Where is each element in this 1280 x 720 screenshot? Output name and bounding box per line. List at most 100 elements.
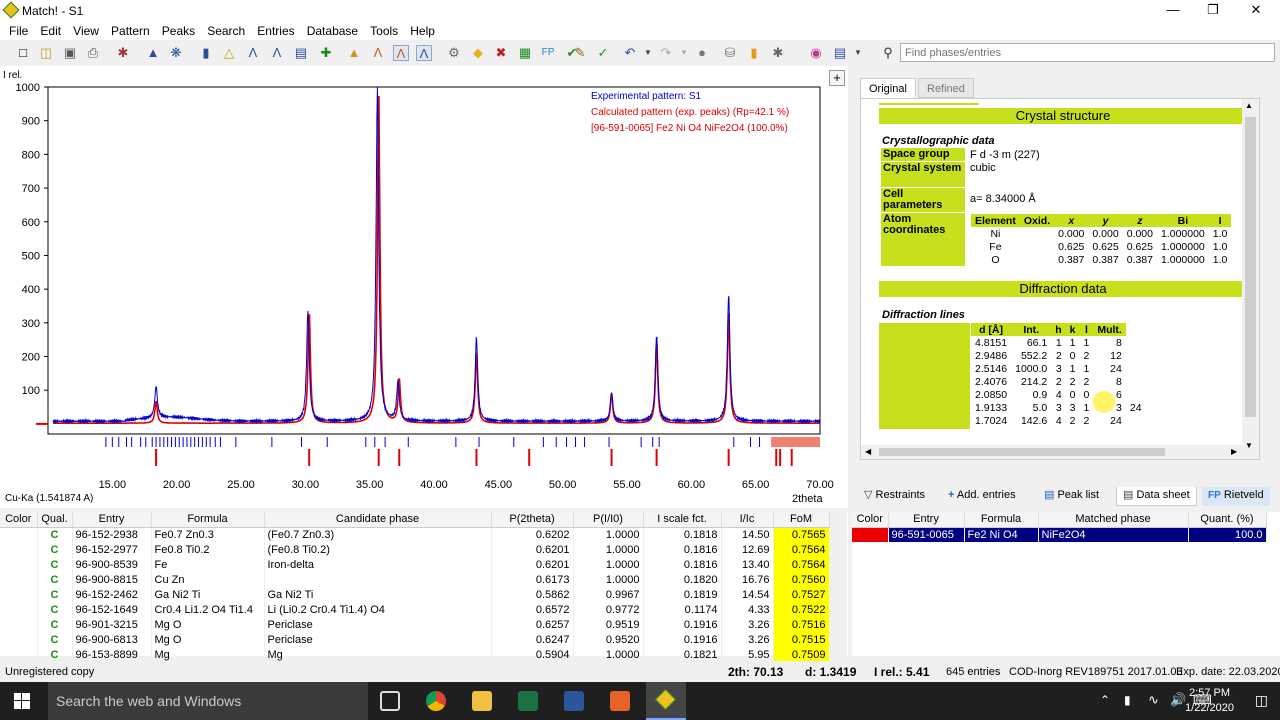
new-file-icon[interactable]: □ bbox=[19, 45, 27, 60]
search-peak-icon[interactable]: ▲ bbox=[347, 45, 361, 60]
candidate-row[interactable]: C 96-900-8539 Fe Iron-delta 0.6201 1.0000 0.18… bbox=[0, 557, 830, 572]
bars-edit-icon[interactable]: △ bbox=[224, 45, 234, 60]
chart-options-dropdown-icon[interactable]: ▼ bbox=[854, 48, 862, 57]
tab-data-sheet[interactable]: ▤ Data sheet bbox=[1116, 487, 1197, 506]
candidate-header-cell[interactable]: P(2theta) bbox=[491, 512, 574, 528]
lock-icon[interactable]: ▮ bbox=[750, 45, 758, 60]
file-explorer-icon[interactable] bbox=[472, 691, 492, 711]
report-icon[interactable]: ✎ bbox=[574, 45, 586, 60]
accept-icon[interactable]: ✓ bbox=[597, 45, 609, 60]
match-mode-icon[interactable]: Λ bbox=[393, 45, 409, 61]
volume-icon[interactable]: 🔊 bbox=[1170, 692, 1187, 707]
diamond-icon[interactable]: ◆ bbox=[473, 45, 483, 60]
horizontal-scroll-thumb[interactable] bbox=[879, 448, 1165, 456]
scroll-left-icon[interactable]: ◀ bbox=[865, 447, 872, 456]
print-icon[interactable]: ⎙ bbox=[87, 45, 99, 60]
record-icon[interactable]: ● bbox=[698, 45, 706, 60]
diffraction-chart[interactable]: 100 200 300 400 500 600 700 800 900 1000 15.00 20.0… bbox=[0, 66, 848, 508]
chart-options-icon[interactable]: ▤ bbox=[833, 45, 847, 60]
peak-search-icon[interactable]: ❋ bbox=[170, 45, 182, 60]
candidate-row[interactable]: C 96-900-6813 Mg O Periclase 0.6247 0.9520 0.1… bbox=[0, 632, 830, 647]
word-icon[interactable] bbox=[564, 691, 584, 711]
menu-file[interactable]: File bbox=[9, 24, 29, 38]
close-button[interactable]: ✕ bbox=[1250, 2, 1262, 17]
candidate-header-cell[interactable]: Qual. bbox=[37, 512, 73, 528]
redo-dropdown-icon[interactable]: ▼ bbox=[680, 48, 688, 57]
scroll-up-icon[interactable]: ▲ bbox=[1245, 101, 1253, 110]
notifications-icon[interactable]: ◫ bbox=[1254, 692, 1268, 708]
keyboard-icon[interactable]: ⌨ bbox=[1193, 692, 1212, 707]
scroll-right-icon[interactable]: ▶ bbox=[1231, 447, 1238, 456]
candidate-header-cell[interactable]: I/Ic bbox=[721, 512, 774, 528]
candidate-header-cell[interactable]: FoM bbox=[773, 512, 830, 528]
open-folder-icon[interactable]: ◫ bbox=[39, 45, 53, 60]
tools-icon[interactable]: ✱ bbox=[117, 45, 129, 60]
database-icon[interactable]: ⛁ bbox=[724, 45, 736, 60]
add-peak-icon[interactable]: ✚ bbox=[320, 45, 332, 60]
chrome-icon[interactable] bbox=[426, 691, 446, 711]
tab-original[interactable]: Original bbox=[860, 78, 916, 98]
candidate-header-cell[interactable]: I scale fct. bbox=[643, 512, 722, 528]
candidate-row[interactable]: C 96-152-1649 Cr0.4 Li1.2 O4 Ti1.4 Li (Li0.… bbox=[0, 602, 830, 617]
bars-icon[interactable]: ▮ bbox=[202, 45, 210, 60]
restore-button[interactable]: ❐ bbox=[1207, 2, 1219, 17]
candidate-header-cell[interactable]: P(I/I0) bbox=[573, 512, 644, 528]
menu-peaks[interactable]: Peaks bbox=[161, 24, 196, 38]
menu-edit[interactable]: Edit bbox=[40, 24, 62, 38]
candidate-header-cell[interactable]: Candidate phase bbox=[264, 512, 492, 528]
matched-header-cell[interactable]: Color bbox=[852, 512, 889, 528]
settings-gear-icon[interactable]: ⚙ bbox=[448, 45, 460, 60]
profile-add-icon[interactable]: Λ bbox=[272, 45, 282, 60]
menu-tools[interactable]: Tools bbox=[370, 24, 399, 38]
battery-icon[interactable]: ▮ bbox=[1124, 693, 1131, 707]
candidate-header-cell[interactable]: Color bbox=[0, 512, 38, 528]
candidate-header-cell[interactable]: Formula bbox=[151, 512, 265, 528]
candidate-row[interactable]: C 96-152-2462 Ga Ni2 Ti Ga Ni2 Ti 0.5862 0.99… bbox=[0, 587, 830, 602]
match-mode-2-icon[interactable]: Λ bbox=[416, 45, 432, 61]
wrench-icon[interactable]: ✱ bbox=[772, 45, 784, 60]
matched-row[interactable]: 96-591-0065 Fe2 Ni O4 NiFe2O4 100.0 bbox=[852, 527, 1267, 542]
horizontal-scrollbar[interactable]: ◀ ▶ bbox=[861, 445, 1244, 459]
candidate-header-cell[interactable]: Entry bbox=[72, 512, 152, 528]
menu-help[interactable]: Help bbox=[410, 24, 435, 38]
tab-rietveld[interactable]: FP Rietveld bbox=[1202, 487, 1270, 506]
pattern-chart-panel[interactable]: 100 200 300 400 500 600 700 800 900 1000 15.00 20.0… bbox=[0, 66, 848, 508]
color-palette-icon[interactable]: ◉ bbox=[810, 45, 822, 60]
taskbar-search-box[interactable]: Search the web and Windows bbox=[48, 682, 368, 720]
remove-entry-icon[interactable]: ✖ bbox=[495, 45, 507, 60]
redo-icon[interactable]: ↷ bbox=[660, 45, 672, 60]
matched-header-cell[interactable]: Quant. (%) bbox=[1188, 512, 1267, 528]
search-match-icon[interactable]: Λ bbox=[373, 45, 383, 60]
tab-add-entries[interactable]: + Add. entries bbox=[942, 487, 1022, 506]
task-view-icon[interactable] bbox=[380, 691, 400, 711]
tab-restraints[interactable]: ▽ Restraints bbox=[858, 487, 931, 506]
windows-start-icon[interactable] bbox=[14, 693, 30, 709]
menu-entries[interactable]: Entries bbox=[257, 24, 295, 38]
match-taskbar-button[interactable] bbox=[646, 682, 686, 720]
fp-icon[interactable]: FP bbox=[541, 47, 555, 58]
vertical-scrollbar[interactable]: ▲ ▼ bbox=[1242, 99, 1259, 459]
matched-header-cell[interactable]: Matched phase bbox=[1038, 512, 1189, 528]
candidate-row[interactable]: C 96-153-8899 Mg Mg 0.5904 1.0000 0.1821 5.95 0.… bbox=[0, 647, 830, 662]
candidate-scrollbar[interactable] bbox=[830, 512, 847, 656]
menu-pattern[interactable]: Pattern bbox=[111, 24, 150, 38]
menu-database[interactable]: Database bbox=[306, 24, 359, 38]
scroll-down-icon[interactable]: ▼ bbox=[1245, 441, 1253, 450]
vertical-scroll-thumb[interactable] bbox=[1245, 117, 1256, 417]
candidate-row[interactable]: C 96-152-2977 Fe0.8 Ti0.2 (Fe0.8 Ti0.2) 0.62… bbox=[0, 542, 830, 557]
add-pattern-button[interactable]: + bbox=[829, 70, 845, 86]
tab-refined[interactable]: Refined bbox=[918, 78, 974, 98]
app-orange-icon[interactable] bbox=[610, 691, 630, 711]
matched-header-cell[interactable]: Formula bbox=[964, 512, 1039, 528]
candidate-row[interactable]: C 96-900-8815 Cu Zn 0.6173 1.0000 0.1820 16.76… bbox=[0, 572, 830, 587]
taskbar-clock[interactable]: 2:57 PM 1/22/2020 bbox=[1185, 686, 1234, 716]
profile-icon[interactable]: Λ bbox=[248, 45, 258, 60]
matched-header-cell[interactable]: Entry bbox=[888, 512, 965, 528]
tray-chevron-icon[interactable]: ⌃ bbox=[1100, 693, 1111, 707]
undo-dropdown-icon[interactable]: ▼ bbox=[644, 48, 652, 57]
candidate-row[interactable]: C 96-901-3215 Mg O Periclase 0.6257 0.9519 0.1… bbox=[0, 617, 830, 632]
undo-icon[interactable]: ↶ bbox=[624, 45, 636, 60]
wifi-icon[interactable]: ∿ bbox=[1148, 692, 1159, 707]
find-phases-input[interactable] bbox=[900, 43, 1275, 62]
minimize-button[interactable]: — bbox=[1166, 2, 1180, 17]
